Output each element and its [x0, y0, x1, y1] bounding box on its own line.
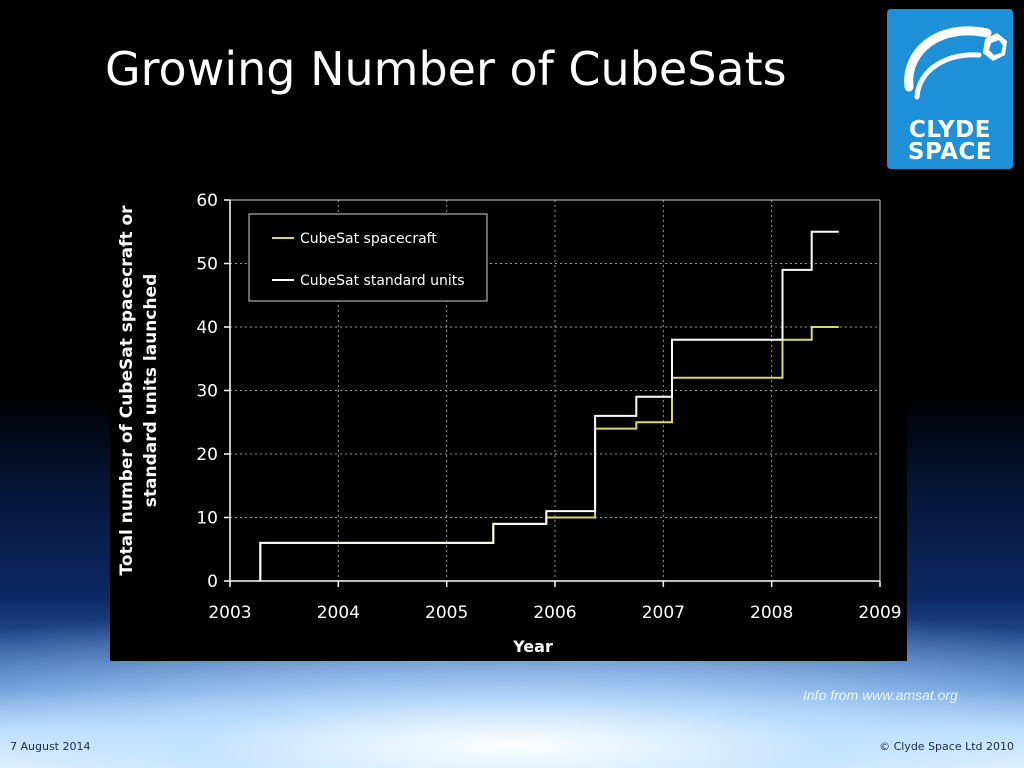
x-axis-title: Year — [512, 637, 553, 656]
x-tick-label: 2006 — [533, 603, 576, 623]
y-tick-label: 40 — [196, 318, 218, 338]
y-axis-title-line: standard units launched — [141, 274, 161, 508]
x-tick-label: 2005 — [425, 603, 468, 623]
footer-copyright: © Clyde Space Ltd 2010 — [879, 740, 1014, 753]
y-tick-label: 0 — [207, 572, 218, 592]
y-axis-title-line: Total number of CubeSat spacecraft or — [117, 205, 137, 576]
y-tick-label: 30 — [196, 382, 218, 402]
x-tick-label: 2003 — [208, 603, 251, 623]
logo-text-line1: CLYDE — [909, 117, 991, 143]
x-tick-label: 2008 — [750, 603, 793, 623]
slide-title: Growing Number of CubeSats — [105, 42, 787, 96]
x-tick-label: 2007 — [642, 603, 685, 623]
source-note[interactable]: Info from www.amsat.org — [803, 687, 958, 703]
y-axis-title-group: Total number of CubeSat spacecraft or sta… — [117, 205, 161, 576]
legend-label-0: CubeSat spacecraft — [300, 231, 437, 247]
y-tick-label: 10 — [196, 509, 218, 529]
y-tick-label: 20 — [196, 445, 218, 465]
y-tick-label: 50 — [196, 255, 218, 275]
cubesat-chart: 0 10 20 30 40 50 60 2003 2004 2005 2006 2007 2008 200… — [117, 191, 902, 656]
legend-box — [248, 213, 488, 302]
chart-panel: 0 10 20 30 40 50 60 2003 2004 2005 2006 2007 2008 200… — [110, 185, 907, 661]
legend-label-1: CubeSat standard units — [300, 273, 465, 289]
x-tick-label: 2004 — [317, 603, 360, 623]
series-line-1 — [259, 230, 839, 581]
logo-text-line2: SPACE — [907, 139, 993, 165]
x-tick-label: 2009 — [858, 603, 901, 623]
footer-date: 7 August 2014 — [10, 740, 91, 753]
satellite-orbit-icon — [904, 26, 1007, 100]
clyde-space-logo: CLYDE SPACE — [887, 9, 1013, 169]
y-tick-label: 60 — [196, 191, 218, 211]
